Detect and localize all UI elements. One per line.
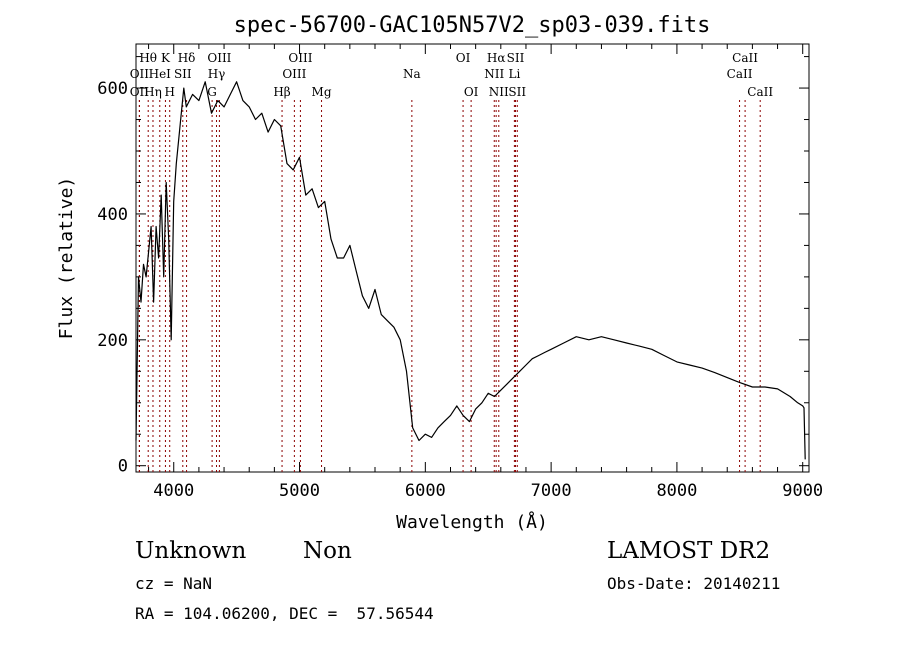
emission-line-label: CaII (732, 51, 758, 65)
x-tick-label: 6000 (405, 481, 446, 501)
emission-line-label: OII (130, 85, 150, 99)
emission-line-label: SII (507, 51, 525, 65)
x-axis-label: Wavelength (Å) (396, 511, 548, 533)
emission-line-label: G (207, 85, 217, 99)
emission-line-label: CaII (747, 85, 773, 99)
emission-line-label: Na (403, 67, 421, 81)
chart-title: spec-56700-GAC105N57V2_sp03-039.fits (234, 13, 711, 38)
spectrum-series (135, 81, 806, 460)
emission-line-label: OI (464, 85, 479, 99)
emission-line-label: OIII (288, 51, 312, 65)
class-label: Unknown (135, 538, 247, 564)
emission-line-label: NII (484, 67, 504, 81)
emission-line-label: Hδ (178, 51, 196, 65)
y-tick-label: 200 (97, 331, 128, 351)
emission-line-label: SII (174, 67, 192, 81)
x-tick-label: 9000 (782, 481, 823, 501)
emission-line-label: OIII (282, 67, 306, 81)
redshift-readout: cz = NaN (135, 574, 213, 593)
emission-line-label: Mg (312, 85, 332, 99)
y-axis-label: Flux (relative) (56, 177, 77, 340)
coordinates-readout: RA = 104.06200, DEC = 57.56544 (135, 604, 434, 623)
survey-label: LAMOST DR2 (607, 538, 771, 564)
emission-line-label: CaII (727, 67, 753, 81)
x-tick-label: 8000 (656, 481, 697, 501)
spectrum-line (135, 81, 806, 460)
x-tick-label: 4000 (153, 481, 194, 501)
emission-line-label: OI (456, 51, 471, 65)
plot-frame (135, 43, 810, 473)
x-tick-label: 5000 (279, 481, 320, 501)
observation-date: Obs-Date: 20140211 (607, 574, 781, 593)
axis-ticks: 4000 5000 6000 7000 8000 9000 0 200 400 600 (97, 44, 823, 501)
emission-line-label: Hη (144, 85, 162, 99)
emission-line-label: Li (508, 67, 520, 81)
emission-line-label: Hθ (139, 51, 157, 65)
emission-line-label: NII (489, 85, 509, 99)
emission-line-label: K (161, 51, 171, 65)
emission-line-label: SII (508, 85, 526, 99)
emission-line-label: OII (130, 67, 150, 81)
emission-line-label: Hγ (208, 67, 226, 81)
y-tick-label: 400 (97, 205, 128, 225)
emission-line-label: Hβ (273, 85, 290, 99)
y-tick-label: 0 (118, 457, 128, 477)
emission-line-label: Hα (487, 51, 506, 65)
emission-line-label: H (164, 85, 174, 99)
x-tick-label: 7000 (531, 481, 572, 501)
emission-line-label: OIII (207, 51, 231, 65)
emission-line-label: HeI (149, 67, 172, 81)
y-tick-label: 600 (97, 79, 128, 99)
subclass-label: Non (303, 538, 352, 564)
